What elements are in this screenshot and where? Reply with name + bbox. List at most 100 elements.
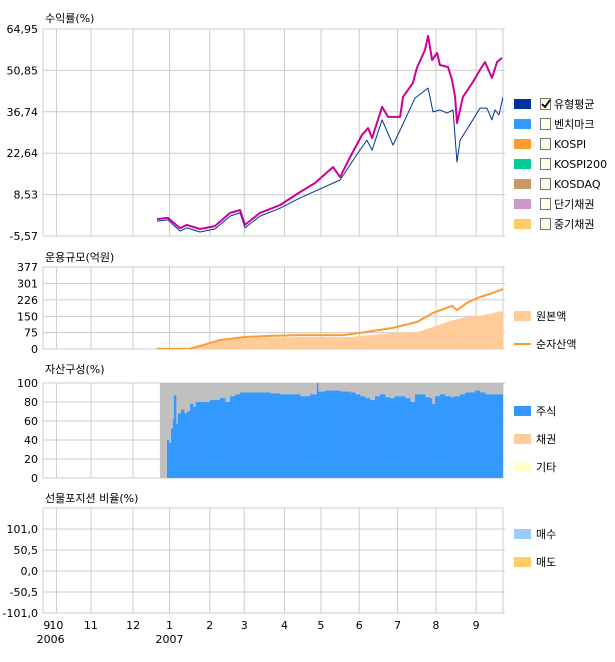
plot-area — [42, 28, 504, 237]
chart-title: 운용규모(억원) — [45, 251, 114, 264]
x-year-label: 2006 — [37, 633, 65, 646]
x-tick-label: 2 — [206, 619, 213, 632]
chart-panel-0: 수익률(%) 64,95 50,85 36,74 22,64 8,53 -5,57 유형평균벤… — [7, 12, 608, 243]
y-tick-label: 50,5 — [14, 544, 39, 557]
legend-checkbox[interactable] — [540, 198, 551, 210]
legend-item[interactable]: 유형평균 — [514, 98, 594, 111]
legend-checkbox[interactable] — [540, 138, 551, 150]
stock-bar — [339, 391, 351, 478]
stock-bar — [333, 390, 341, 478]
legend-swatch — [514, 119, 531, 129]
stock-bar — [172, 419, 175, 478]
x-tick-label: 3 — [241, 619, 248, 632]
principal-area — [157, 310, 503, 349]
y-tick-label: 20 — [24, 453, 38, 466]
stock-bar — [375, 396, 381, 478]
stock-bar — [499, 394, 503, 478]
stock-bar — [260, 392, 271, 478]
stock-bar — [365, 398, 371, 478]
legend-checkbox[interactable] — [540, 218, 551, 230]
stock-bar — [168, 442, 172, 478]
series-line-fund — [156, 34, 503, 230]
legend-item: 채권 — [514, 433, 556, 446]
stock-bar — [439, 394, 446, 478]
y-tick-label: 301 — [17, 278, 38, 291]
x-tick-label: 4 — [281, 619, 288, 632]
stock-bar — [380, 394, 386, 478]
stock-bar — [235, 394, 241, 478]
stock-bar — [324, 390, 334, 478]
stock-bar — [480, 392, 486, 478]
legend-item: 매수 — [514, 528, 556, 541]
stock-bar — [430, 398, 433, 478]
legend-swatch — [514, 159, 531, 169]
stock-bar — [449, 397, 456, 478]
y-tick-label: -50,5 — [10, 586, 38, 599]
stock-bar — [316, 383, 319, 478]
stock-bar — [205, 402, 211, 478]
y-tick-label: 101,0 — [7, 523, 39, 536]
legend-label: 벤치마크 — [554, 118, 594, 131]
legend-label: 기타 — [536, 461, 556, 474]
stock-bar — [290, 394, 301, 478]
legend-item[interactable]: 벤치마크 — [514, 118, 594, 131]
legend-item[interactable]: KOSPI200 — [514, 158, 607, 171]
stock-bar — [167, 440, 170, 478]
y-tick-label: -101,0 — [3, 607, 38, 620]
legend-item: 원본액 — [514, 310, 566, 323]
y-tick-label: 0,0 — [21, 565, 39, 578]
y-tick-label: 64,95 — [7, 23, 39, 36]
stock-bar — [181, 409, 185, 478]
stock-bar — [425, 397, 431, 478]
y-tick-label: 80 — [24, 396, 38, 409]
legend-label: 매도 — [536, 556, 556, 569]
stock-bar — [250, 392, 261, 478]
legend-label: 주식 — [536, 405, 556, 418]
y-tick-label: 75 — [24, 327, 38, 340]
y-tick-label: 226 — [17, 294, 38, 307]
stock-bar — [444, 396, 451, 478]
stock-bar — [431, 403, 436, 478]
net-asset-line — [156, 288, 503, 349]
x-year-label: 2007 — [156, 633, 184, 646]
legend-swatch — [514, 219, 531, 229]
legend-checkbox[interactable] — [540, 178, 551, 190]
legend-checkbox[interactable] — [540, 158, 551, 170]
stock-bar — [209, 400, 216, 478]
legend-swatch — [514, 199, 531, 209]
stock-bar — [495, 394, 501, 478]
stock-bar — [470, 392, 476, 478]
legend-label: 원본액 — [536, 310, 566, 323]
stock-bar — [400, 396, 406, 478]
y-tick-label: 8,53 — [14, 189, 39, 202]
stock-bar — [384, 397, 391, 478]
x-tick-label: 5 — [317, 619, 324, 632]
plot-marks — [159, 383, 503, 478]
legend-item: 기타 — [514, 461, 556, 474]
stock-bar — [269, 393, 281, 478]
x-tick-label: 12 — [126, 619, 140, 632]
plot-marks — [156, 288, 503, 349]
plot-area — [42, 507, 504, 614]
legend-label: 순자산액 — [536, 338, 576, 351]
legend-swatch — [514, 406, 531, 416]
stock-bar — [394, 396, 401, 478]
legend-checkbox[interactable] — [540, 118, 551, 130]
y-tick-label: 150 — [17, 310, 38, 323]
legend-item: 순자산액 — [514, 338, 576, 351]
stock-bar — [360, 396, 366, 478]
stock-bar — [190, 403, 194, 478]
legend-item[interactable]: KOSPI — [514, 138, 586, 151]
legend-item[interactable]: 단기채권 — [514, 198, 594, 211]
legend-label: KOSPI — [554, 138, 586, 151]
legend-checkbox[interactable] — [540, 98, 551, 110]
legend-item[interactable]: 중기채권 — [514, 218, 594, 231]
legend-item[interactable]: KOSDAQ — [514, 178, 601, 191]
y-tick-label: 377 — [17, 261, 38, 274]
chart-title: 수익률(%) — [45, 12, 94, 25]
x-tick-label: 9 — [43, 619, 50, 632]
